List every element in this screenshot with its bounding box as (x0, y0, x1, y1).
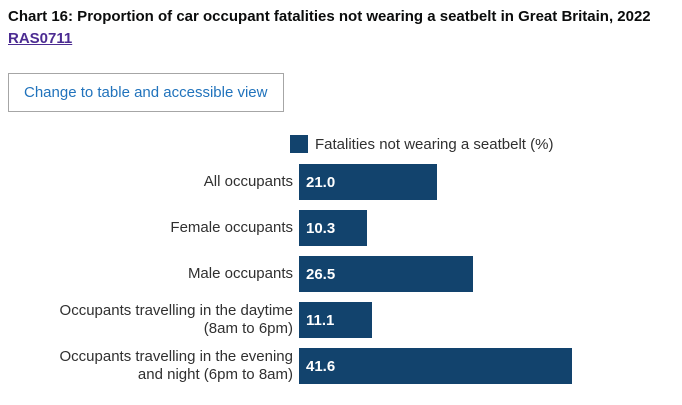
bar[interactable]: 26.5 (299, 256, 473, 292)
legend-swatch (290, 135, 308, 153)
bar-category-label: Female occupants (170, 219, 293, 236)
bar-value-label: 10.3 (306, 219, 336, 237)
bar-rows: All occupants 21.0 Female occupants 10.3 Mal… (0, 164, 682, 384)
bar-category-label: All occupants (203, 173, 293, 190)
bar-area: 21.0 (299, 164, 682, 200)
bar-row: Occupants travelling in the evening and … (0, 348, 682, 384)
bar-row: All occupants 21.0 (0, 164, 682, 200)
bar[interactable]: 41.6 (299, 348, 572, 384)
bar[interactable]: 21.0 (299, 164, 437, 200)
bar-category-label: Male occupants (187, 265, 293, 282)
bar-area: 26.5 (299, 256, 682, 292)
bar-value-label: 21.0 (306, 173, 336, 191)
bar[interactable]: 11.1 (299, 302, 372, 338)
chart-title-text: Chart 16: Proportion of car occupant fat… (8, 8, 651, 25)
bar-value-label: 41.6 (306, 357, 336, 375)
bar-value-label: 11.1 (306, 311, 335, 329)
bar-value-label: 26.5 (306, 265, 336, 283)
bar-row: Female occupants 10.3 (0, 210, 682, 246)
chart-legend: Fatalities not wearing a seatbelt (%) (290, 135, 682, 153)
bar-category-label: Occupants travelling in the daytime (8am… (59, 302, 293, 337)
bar-category-label: Occupants travelling in the evening and … (59, 348, 293, 383)
legend-label: Fatalities not wearing a seatbelt (%) (315, 135, 554, 153)
bar-row: Male occupants 26.5 (0, 256, 682, 292)
bar-area: 11.1 (299, 302, 682, 338)
bar-area: 41.6 (299, 348, 682, 384)
chart-title: Chart 16: Proportion of car occupant fat… (8, 6, 674, 50)
dataset-link[interactable]: RAS0711 (8, 30, 73, 47)
bar[interactable]: 10.3 (299, 210, 367, 246)
bar-area: 10.3 (299, 210, 682, 246)
bar-row: Occupants travelling in the daytime (8am… (0, 302, 682, 338)
table-view-button[interactable]: Change to table and accessible view (8, 73, 284, 112)
